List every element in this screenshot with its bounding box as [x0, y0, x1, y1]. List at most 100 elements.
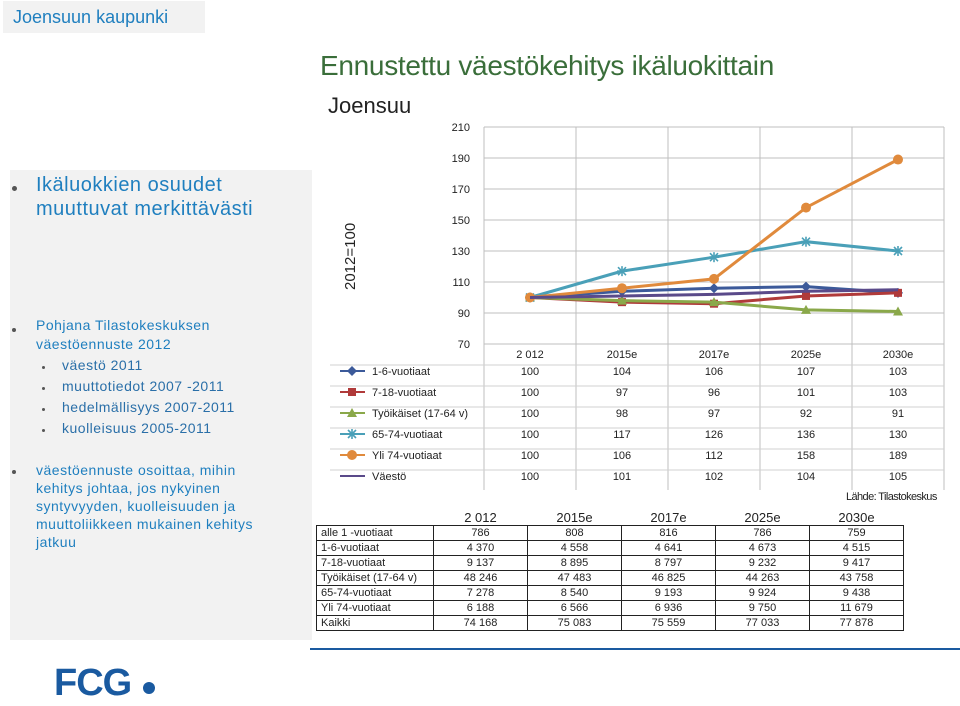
- data-label: 101: [797, 387, 815, 399]
- table-cell: 6 936: [621, 600, 716, 616]
- data-label: 97: [616, 387, 628, 399]
- data-label: 126: [705, 429, 723, 441]
- table-row-label: alle 1 -vuotiaat: [316, 525, 434, 541]
- legend-series-name: Väestö: [372, 471, 406, 483]
- sub-item: muuttotiedot 2007 -2011: [62, 378, 225, 394]
- data-label: 91: [892, 408, 904, 420]
- y-tick-label: 110: [452, 277, 470, 289]
- bullet-dot: [42, 408, 45, 411]
- table-cell: 77 033: [715, 615, 810, 631]
- table-cell: 7 278: [433, 585, 528, 601]
- x-tick-label: 2025e: [791, 349, 822, 361]
- table-cell: 11 679: [809, 600, 904, 616]
- y-tick-label: 210: [452, 122, 470, 134]
- data-label: 106: [705, 366, 723, 378]
- table-cell: 9 193: [621, 585, 716, 601]
- org-tag: Joensuun kaupunki: [3, 1, 205, 33]
- table-row-label: Kaikki: [316, 615, 434, 631]
- legend-series-name: Yli 74-vuotiaat: [372, 450, 442, 462]
- y-tick-label: 90: [458, 308, 470, 320]
- source-note: Lähde: Tilastokeskus: [846, 491, 937, 503]
- table-row: Kaikki 74 168 75 083 75 559 77 033 77 878: [316, 615, 904, 631]
- data-label: 103: [889, 387, 907, 399]
- bullet3-line: väestöennuste osoittaa, mihin: [36, 462, 236, 478]
- absolute-values-table: 2 012 2015e 2017e 2025e 2030e alle 1 -vu…: [316, 511, 904, 631]
- table-cell: 9 438: [809, 585, 904, 601]
- bullet3-line: muuttoliikkeen mukainen kehitys: [36, 516, 254, 532]
- data-label: 112: [705, 450, 723, 462]
- legend-series-name: 65-74-vuotiaat: [372, 429, 442, 441]
- data-point: [893, 306, 903, 316]
- table-row: alle 1 -vuotiaat 786 808 816 786 759: [316, 525, 904, 541]
- data-point: [801, 304, 811, 314]
- table-cell: 4 515: [809, 540, 904, 556]
- logo-dot: [143, 682, 155, 694]
- line-chart: 70 90 110 130 150 170 190 210 2 012 2015e 2017e 202…: [330, 122, 945, 490]
- data-label: 130: [889, 429, 907, 441]
- footer-divider: [310, 648, 960, 650]
- data-point: [893, 246, 903, 256]
- data-label: 100: [521, 366, 539, 378]
- table-header-empty: [316, 511, 434, 526]
- table-row: 7-18-vuotiaat 9 137 8 895 8 797 9 232 9 417: [316, 555, 904, 571]
- heading-line-1: Ikäluokkien osuudet: [36, 174, 223, 196]
- heading-line-2: muuttuvat merkittävästi: [36, 198, 254, 220]
- bullet-dot: [42, 387, 45, 390]
- x-tick-label: 2017e: [699, 349, 730, 361]
- table-header-cell: 2 012: [433, 511, 528, 526]
- table-row: 1-6-vuotiaat 4 370 4 558 4 641 4 673 4 515: [316, 540, 904, 556]
- table-row: Työikäiset (17-64 v) 48 246 47 483 46 825 44…: [316, 570, 904, 586]
- legend-series-name: Työikäiset (17-64 v): [372, 408, 468, 420]
- fcg-logo: FCG: [54, 662, 132, 704]
- x-tick-label: 2015e: [607, 349, 638, 361]
- data-label: 100: [521, 408, 539, 420]
- table-cell: 4 641: [621, 540, 716, 556]
- y-tick-label: 170: [452, 184, 470, 196]
- data-point: [709, 297, 719, 307]
- table-cell: 8 895: [527, 555, 622, 571]
- legend-marker: [347, 429, 357, 439]
- sub-item: hedelmällisyys 2007-2011: [62, 399, 235, 415]
- table-cell: 786: [433, 525, 528, 541]
- chart-subtitle: Joensuu: [328, 93, 412, 118]
- data-label: 98: [616, 408, 628, 420]
- data-point: [617, 266, 627, 276]
- table-cell: 816: [621, 525, 716, 541]
- table-row-label: Yli 74-vuotiaat: [316, 600, 434, 616]
- data-label: 100: [521, 387, 539, 399]
- bullet3-line: kehitys johtaa, jos nykyinen: [36, 480, 221, 496]
- legend-marker: [347, 366, 357, 376]
- y-tick-label: 150: [452, 215, 470, 227]
- table-cell: 4 558: [527, 540, 622, 556]
- table-cell: 44 263: [715, 570, 810, 586]
- table-cell: 43 758: [809, 570, 904, 586]
- bullet-dot: [12, 186, 17, 191]
- table-header-cell: 2015e: [527, 511, 622, 526]
- page-title: Ennustettu väestökehitys ikäluokittain: [320, 50, 774, 81]
- left-panel: Ikäluokkien osuudet muuttuvat merkittävä…: [10, 170, 312, 640]
- table-cell: 4 673: [715, 540, 810, 556]
- legend-series-name: 7-18-vuotiaat: [372, 387, 436, 399]
- data-label: 107: [797, 366, 815, 378]
- table-row-label: 65-74-vuotiaat: [316, 585, 434, 601]
- data-label: 96: [708, 387, 720, 399]
- data-point: [617, 283, 627, 294]
- table-cell: 9 417: [809, 555, 904, 571]
- bullet3-line: syntyvyyden, kuolleisuuden ja: [36, 498, 236, 514]
- legend-marker: [348, 388, 356, 396]
- y-tick-label: 190: [452, 153, 470, 165]
- data-label: 102: [705, 471, 723, 483]
- table-row: 65-74-vuotiaat 7 278 8 540 9 193 9 924 9 438: [316, 585, 904, 601]
- data-label: 103: [889, 366, 907, 378]
- table-cell: 74 168: [433, 615, 528, 631]
- table-cell: 77 878: [809, 615, 904, 631]
- bullet-dot: [12, 470, 16, 474]
- bullet2-line-2: väestöennuste 2012: [36, 336, 172, 352]
- table-cell: 786: [715, 525, 810, 541]
- data-label: 106: [613, 450, 631, 462]
- data-point: [801, 237, 811, 247]
- data-label: 104: [797, 471, 815, 483]
- data-label: 101: [613, 471, 631, 483]
- data-point: [801, 281, 811, 292]
- table-header-cell: 2017e: [621, 511, 716, 526]
